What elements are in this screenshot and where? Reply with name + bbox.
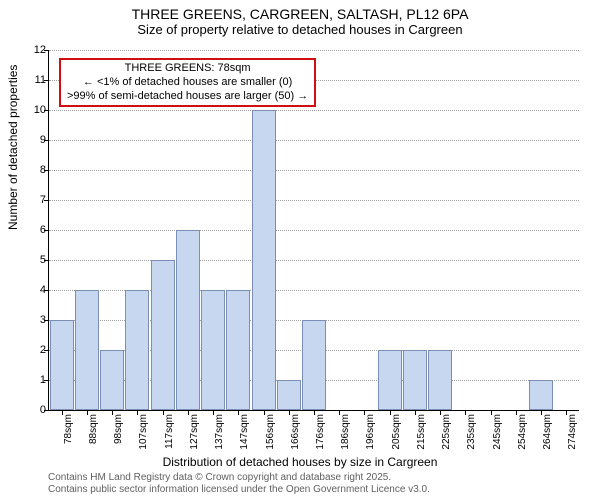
histogram-bar bbox=[252, 110, 276, 410]
y-tick-label: 12 bbox=[16, 44, 46, 56]
x-tick-label: 186sqm bbox=[340, 414, 351, 454]
histogram-bar bbox=[50, 320, 74, 410]
histogram-bar bbox=[378, 350, 402, 410]
histogram-bar bbox=[428, 350, 452, 410]
y-tick-label: 4 bbox=[16, 284, 46, 296]
histogram-bar bbox=[125, 290, 149, 410]
footer-line-1: Contains HM Land Registry data © Crown c… bbox=[48, 472, 430, 484]
x-tick-label: 88sqm bbox=[88, 414, 99, 454]
chart-title-main: THREE GREENS, CARGREEN, SALTASH, PL12 6P… bbox=[0, 0, 600, 22]
x-tick-label: 98sqm bbox=[113, 414, 124, 454]
gridline bbox=[49, 200, 579, 201]
chart-container: THREE GREENS, CARGREEN, SALTASH, PL12 6P… bbox=[0, 0, 600, 500]
histogram-bar bbox=[302, 320, 326, 410]
x-tick-label: 225sqm bbox=[441, 414, 452, 454]
histogram-bar bbox=[403, 350, 427, 410]
y-tick-label: 5 bbox=[16, 254, 46, 266]
x-tick-label: 117sqm bbox=[164, 414, 175, 454]
histogram-bar bbox=[176, 230, 200, 410]
x-tick-label: 107sqm bbox=[138, 414, 149, 454]
annotation-line-1: THREE GREENS: 78sqm bbox=[67, 62, 308, 76]
y-tick-label: 11 bbox=[16, 74, 46, 86]
gridline bbox=[49, 110, 579, 111]
x-tick-label: 137sqm bbox=[214, 414, 225, 454]
footer-line-2: Contains public sector information licen… bbox=[48, 484, 430, 496]
x-tick-label: 215sqm bbox=[416, 414, 427, 454]
histogram-bar bbox=[75, 290, 99, 410]
annotation-line-2: ← <1% of detached houses are smaller (0) bbox=[67, 76, 308, 90]
x-axis-label: Distribution of detached houses by size … bbox=[0, 455, 600, 469]
x-tick-label: 264sqm bbox=[542, 414, 553, 454]
x-tick-label: 245sqm bbox=[492, 414, 503, 454]
y-tick-label: 8 bbox=[16, 164, 46, 176]
gridline bbox=[49, 50, 579, 51]
y-tick-label: 10 bbox=[16, 104, 46, 116]
gridline bbox=[49, 170, 579, 171]
histogram-bar bbox=[226, 290, 250, 410]
x-tick-label: 78sqm bbox=[63, 414, 74, 454]
gridline bbox=[49, 260, 579, 261]
x-tick-label: 156sqm bbox=[265, 414, 276, 454]
gridline bbox=[49, 140, 579, 141]
histogram-bar bbox=[151, 260, 175, 410]
annotation-line-3: >99% of semi-detached houses are larger … bbox=[67, 90, 308, 104]
annotation-callout: THREE GREENS: 78sqm← <1% of detached hou… bbox=[59, 58, 316, 107]
y-tick-label: 0 bbox=[16, 404, 46, 416]
gridline bbox=[49, 230, 579, 231]
histogram-bar bbox=[529, 380, 553, 410]
y-tick-label: 9 bbox=[16, 134, 46, 146]
x-tick-label: 205sqm bbox=[391, 414, 402, 454]
x-tick-label: 147sqm bbox=[239, 414, 250, 454]
histogram-bar bbox=[201, 290, 225, 410]
x-tick-label: 176sqm bbox=[315, 414, 326, 454]
x-tick-label: 274sqm bbox=[567, 414, 578, 454]
y-tick-label: 1 bbox=[16, 374, 46, 386]
y-tick-label: 2 bbox=[16, 344, 46, 356]
y-tick-label: 7 bbox=[16, 194, 46, 206]
x-tick-label: 235sqm bbox=[466, 414, 477, 454]
y-tick-label: 3 bbox=[16, 314, 46, 326]
plot-area: THREE GREENS: 78sqm← <1% of detached hou… bbox=[48, 50, 579, 411]
x-tick-label: 127sqm bbox=[189, 414, 200, 454]
footer-attribution: Contains HM Land Registry data © Crown c… bbox=[48, 472, 430, 496]
histogram-bar bbox=[277, 380, 301, 410]
x-tick-label: 166sqm bbox=[290, 414, 301, 454]
x-tick-label: 196sqm bbox=[365, 414, 376, 454]
histogram-bar bbox=[100, 350, 124, 410]
chart-title-sub: Size of property relative to detached ho… bbox=[0, 22, 600, 41]
x-tick-label: 254sqm bbox=[517, 414, 528, 454]
y-tick-label: 6 bbox=[16, 224, 46, 236]
